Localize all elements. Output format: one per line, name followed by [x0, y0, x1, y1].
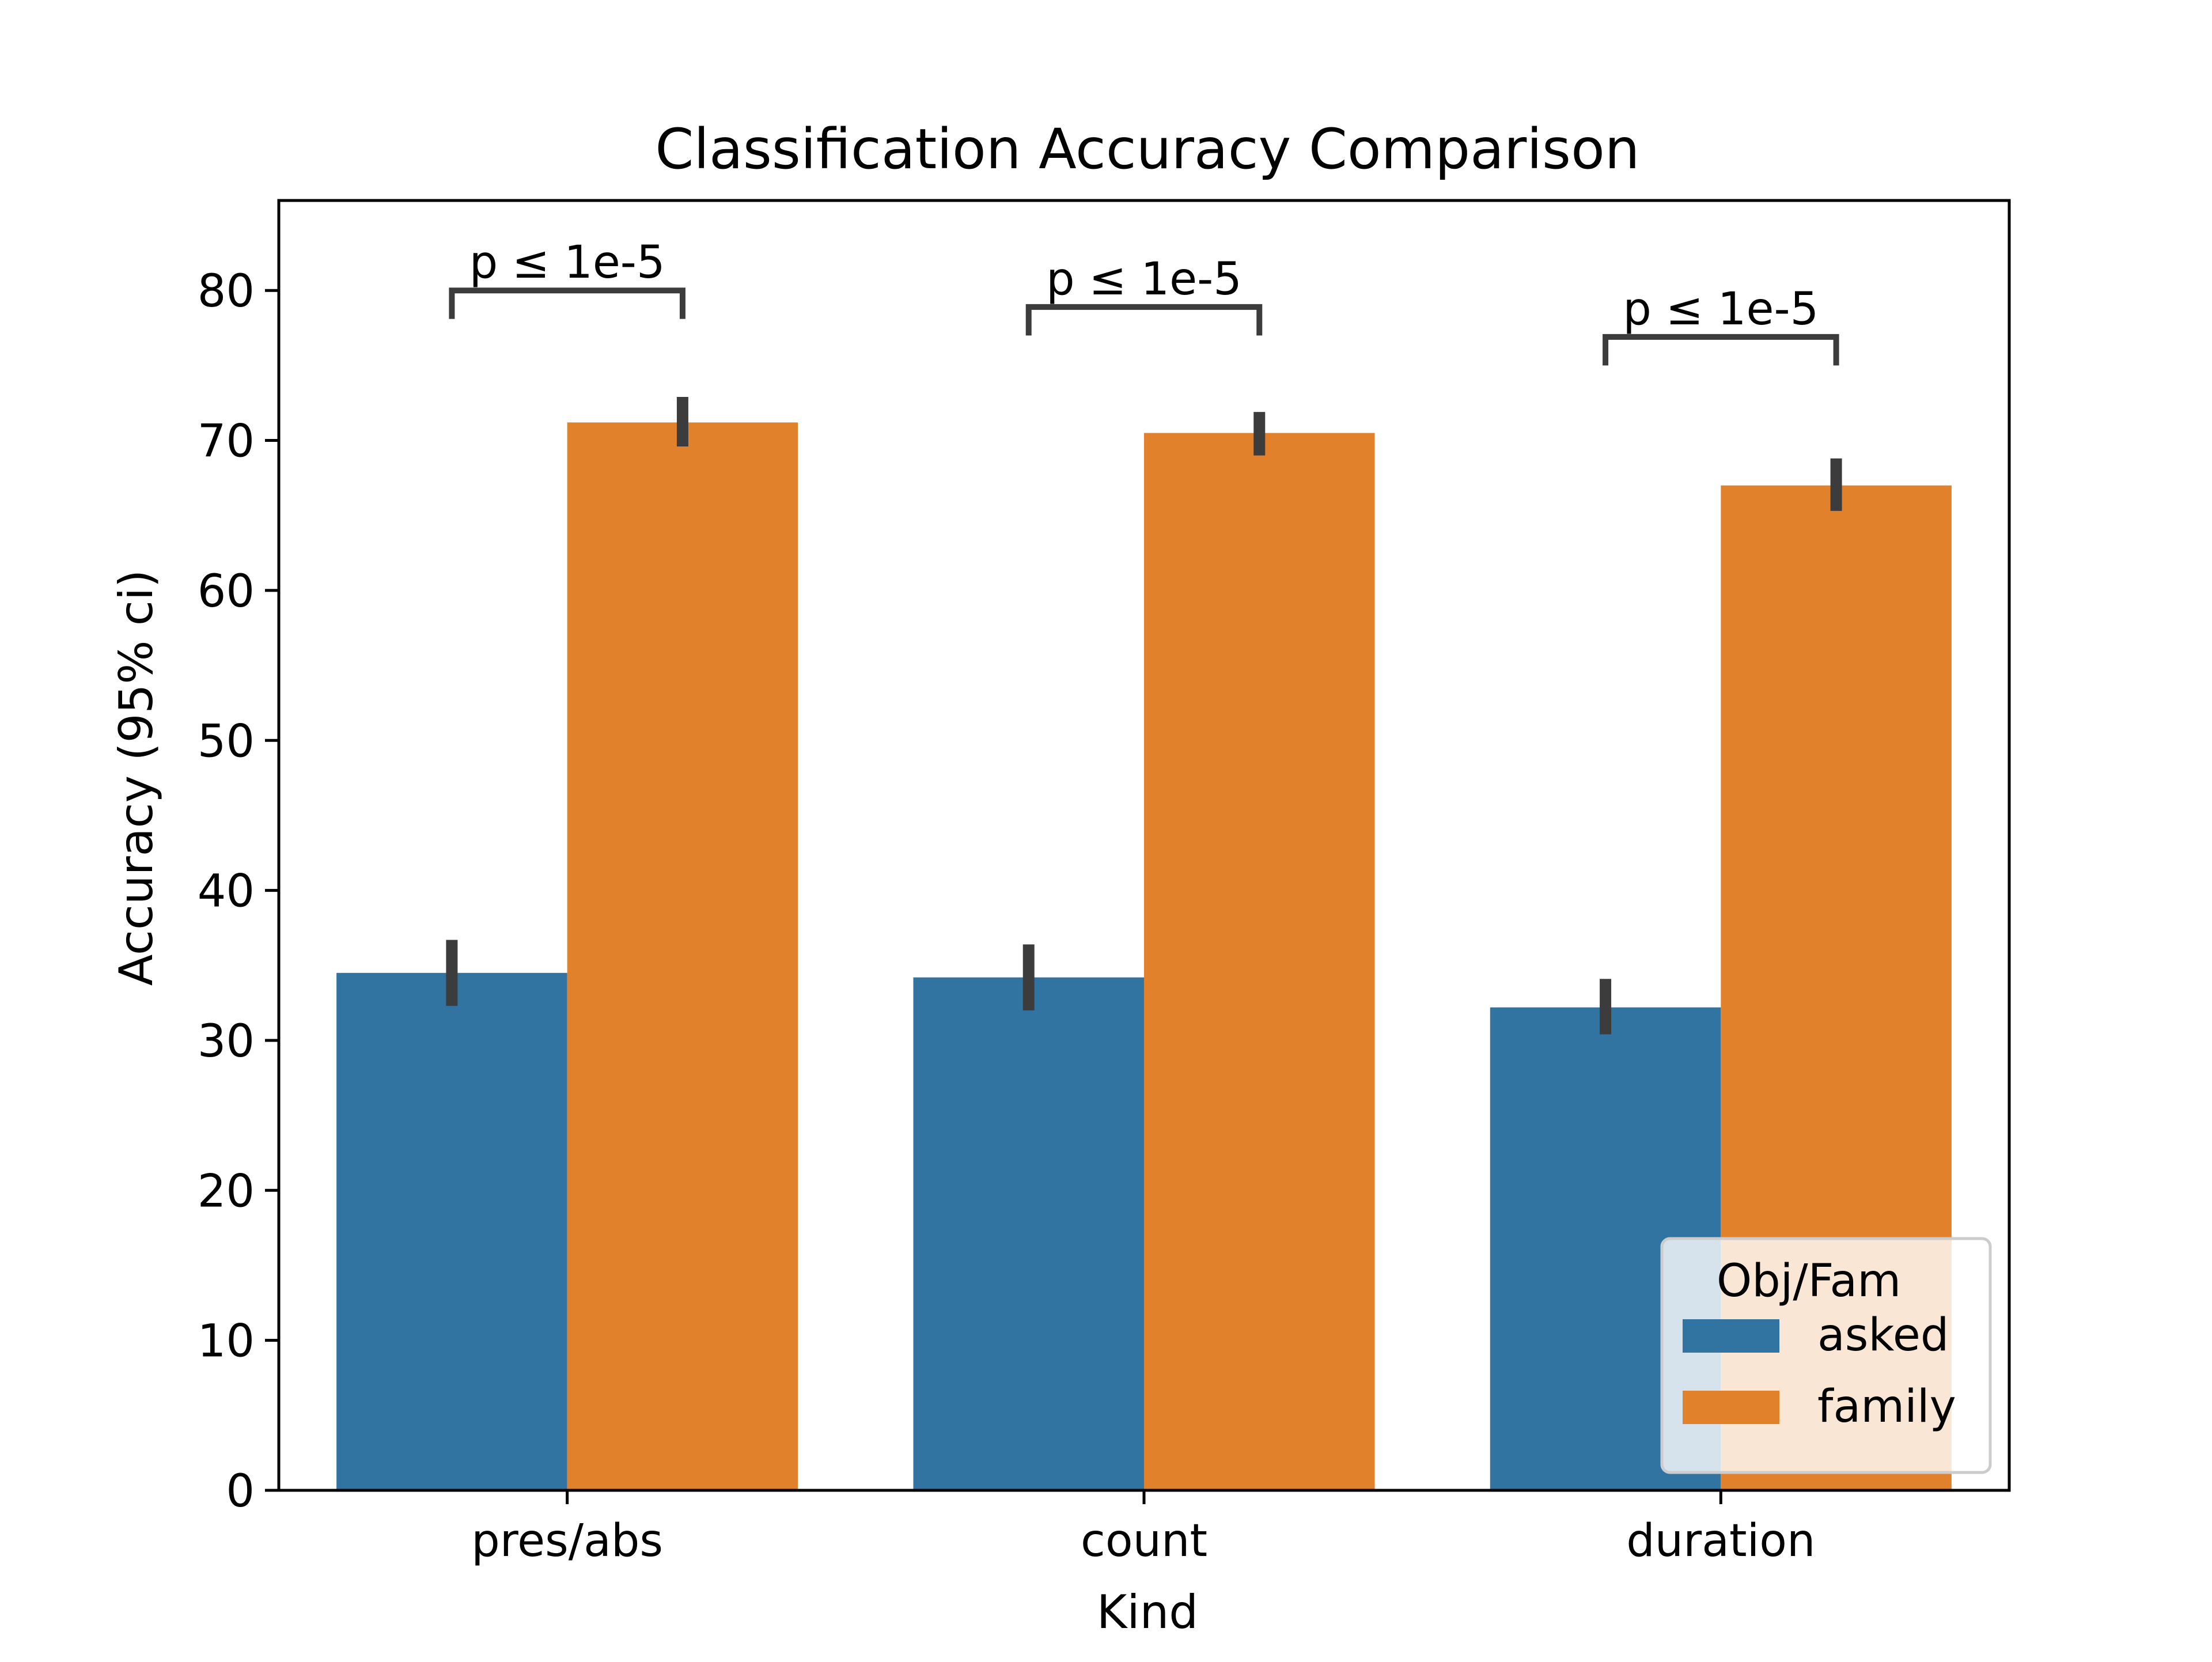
x-axis-label: Kind: [1097, 1585, 1198, 1639]
x-tick-label: count: [1081, 1515, 1207, 1567]
x-tick-label: duration: [1626, 1515, 1815, 1567]
y-tick-label: 70: [198, 416, 255, 468]
y-tick-label: 80: [198, 266, 255, 317]
y-tick-label: 10: [198, 1316, 255, 1368]
bar-asked-pres-abs: [336, 972, 567, 1490]
chart-title: Classification Accuracy Comparison: [655, 117, 1639, 181]
bar-family-count: [1144, 433, 1375, 1490]
significance-label: p ≤ 1e-5: [1623, 283, 1819, 335]
y-tick-label: 50: [198, 715, 255, 767]
y-tick-label: 20: [198, 1165, 255, 1217]
legend-label-asked: asked: [1817, 1309, 1949, 1361]
legend-label-family: family: [1817, 1381, 1956, 1433]
y-tick-label: 60: [198, 566, 255, 618]
legend-swatch-asked: [1683, 1319, 1779, 1353]
x-tick-label: pres/abs: [471, 1515, 663, 1567]
legend-swatch-family: [1683, 1391, 1779, 1424]
significance-label: p ≤ 1e-5: [469, 237, 665, 289]
y-tick-label: 30: [198, 1016, 255, 1067]
bar-family-pres-abs: [567, 422, 798, 1490]
significance-bracket: [1603, 334, 1839, 366]
significance-bracket: [449, 287, 685, 319]
significance-label: p ≤ 1e-5: [1046, 253, 1242, 305]
plot-area: p ≤ 1e-5 p ≤ 1e-5 p ≤ 1e-5 0 10 20 30 40 50 60 70 8…: [198, 199, 2011, 1567]
significance-bracket: [1025, 304, 1263, 336]
y-tick-label: 40: [198, 866, 255, 918]
legend-title: Obj/Fam: [1717, 1255, 1901, 1307]
y-axis-label: Accuracy (95% ci): [109, 570, 163, 986]
y-tick-label: 0: [226, 1466, 255, 1517]
bar-asked-count: [913, 977, 1144, 1490]
